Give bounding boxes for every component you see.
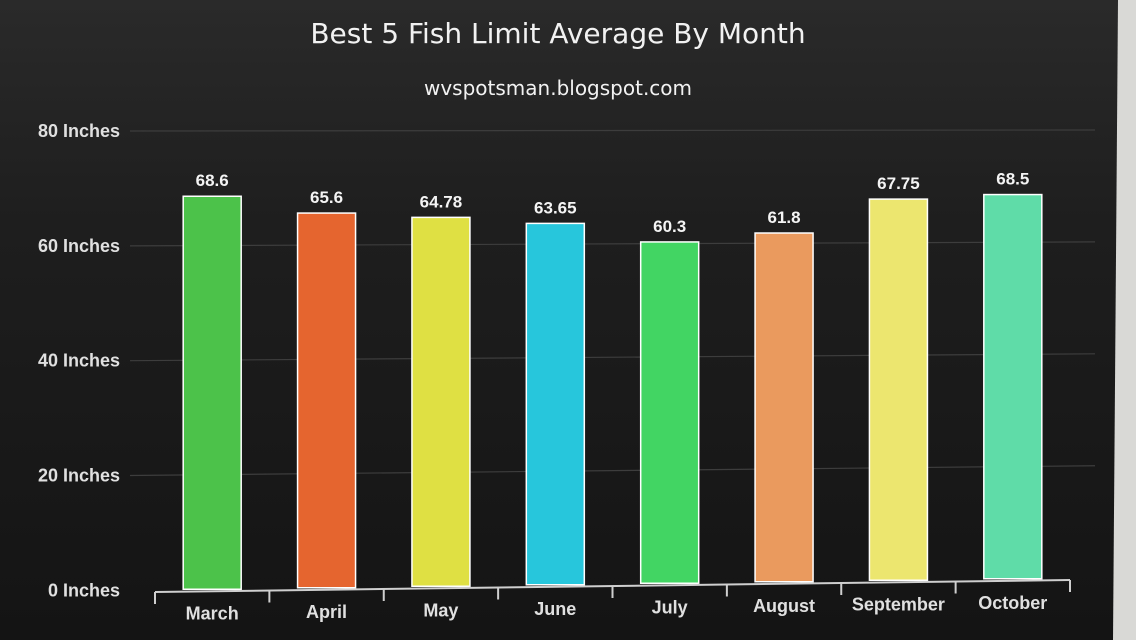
bar-august [754, 232, 814, 583]
bar-june [525, 222, 586, 586]
x-tick-label: August [753, 596, 815, 616]
data-label: 63.65 [534, 198, 577, 217]
y-tick-label: 0 Inches [48, 580, 120, 600]
data-label: 68.6 [196, 171, 229, 190]
chart-subtitle: wvspotsman.blogspot.com [424, 76, 692, 100]
data-label: 65.6 [310, 188, 343, 207]
x-tick-label: July [652, 597, 688, 617]
gridlines [129, 129, 1096, 477]
data-label: 61.8 [768, 208, 801, 227]
gridline [129, 353, 1096, 362]
data-label: 64.78 [420, 192, 463, 211]
chart-title: Best 5 Fish Limit Average By Month [310, 17, 805, 50]
bar-september [868, 198, 929, 581]
gridline [129, 129, 1096, 132]
x-tick-label: September [852, 594, 945, 614]
bar-october [983, 193, 1043, 580]
y-tick-label: 20 Inches [38, 466, 120, 486]
data-label: 67.75 [877, 174, 920, 193]
data-label: 68.5 [996, 170, 1029, 189]
bars [182, 193, 1043, 590]
bar-july [639, 241, 700, 585]
gridline [129, 465, 1096, 477]
x-tick-label: March [186, 603, 239, 623]
bar-may [411, 216, 471, 587]
x-tick-label: May [423, 600, 458, 620]
bar-april [296, 212, 357, 589]
bar-march [182, 195, 242, 590]
x-axis-ticks: March April May June July August September Octo… [186, 593, 1048, 624]
data-label: 60.3 [653, 217, 686, 236]
x-tick-label: April [306, 602, 347, 622]
y-tick-label: 60 Inches [38, 236, 120, 256]
x-tick-label: June [534, 599, 576, 619]
y-tick-label: 80 Inches [38, 121, 120, 141]
y-axis-ticks: 0 Inches 20 Inches 40 Inches 60 Inches 80 In… [38, 121, 120, 600]
y-tick-label: 40 Inches [38, 351, 120, 371]
x-tick-label: October [978, 593, 1047, 613]
gridline [129, 241, 1096, 247]
data-labels: 68.6 65.6 64.78 63.65 60.3 61.8 67.75 68.5 [196, 170, 1030, 236]
x-axis [154, 579, 1071, 604]
